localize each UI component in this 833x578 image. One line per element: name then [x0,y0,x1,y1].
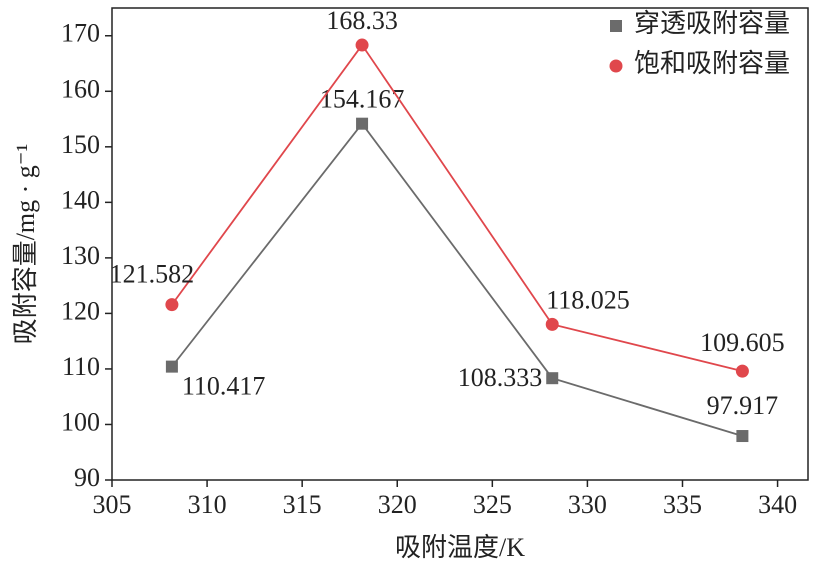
plot-frame [111,7,809,481]
y-tick-label: 120 [61,296,100,325]
legend-marker [610,20,622,32]
point [356,117,369,130]
data-label: 97.917 [707,391,779,420]
x-tick-label: 330 [568,490,607,519]
x-tick-label: 320 [378,490,417,519]
y-tick-label: 130 [61,241,100,270]
x-tick-label: 335 [663,490,702,519]
x-tick-label: 325 [473,490,512,519]
data-label: 109.605 [700,328,785,357]
y-tick-label: 90 [74,463,100,492]
point [165,298,179,312]
y-tick-label: 160 [61,74,100,103]
y-tick-label: 100 [61,407,100,436]
legend-label: 饱和吸附容量 [634,49,790,78]
point [736,430,749,443]
series-line [171,122,743,437]
y-tick-label: 140 [61,185,100,214]
y-axis-label: 吸附容量/mg · g⁻¹ [11,144,40,345]
x-tick-label: 340 [758,490,797,519]
legend-marker [609,59,623,73]
y-tick-label: 170 [61,19,100,48]
series-line [171,43,743,373]
data-label: 108.333 [458,363,543,392]
data-label: 118.025 [546,285,630,314]
data-label: 121.582 [110,260,195,289]
x-tick-label: 310 [188,490,227,519]
x-tick-label: 315 [283,490,322,519]
point [735,364,749,378]
point [546,372,559,385]
data-label: 168.33 [326,6,398,35]
data-label: 154.167 [320,85,405,114]
data-label: 110.417 [182,372,266,401]
legend-label: 穿透吸附容量 [634,9,790,38]
x-tick-label: 305 [93,490,132,519]
y-tick-label: 110 [62,352,100,381]
x-axis-label: 吸附温度/K [395,533,525,562]
point [545,317,559,331]
point [165,360,178,373]
y-tick-label: 150 [61,130,100,159]
point [355,38,369,52]
